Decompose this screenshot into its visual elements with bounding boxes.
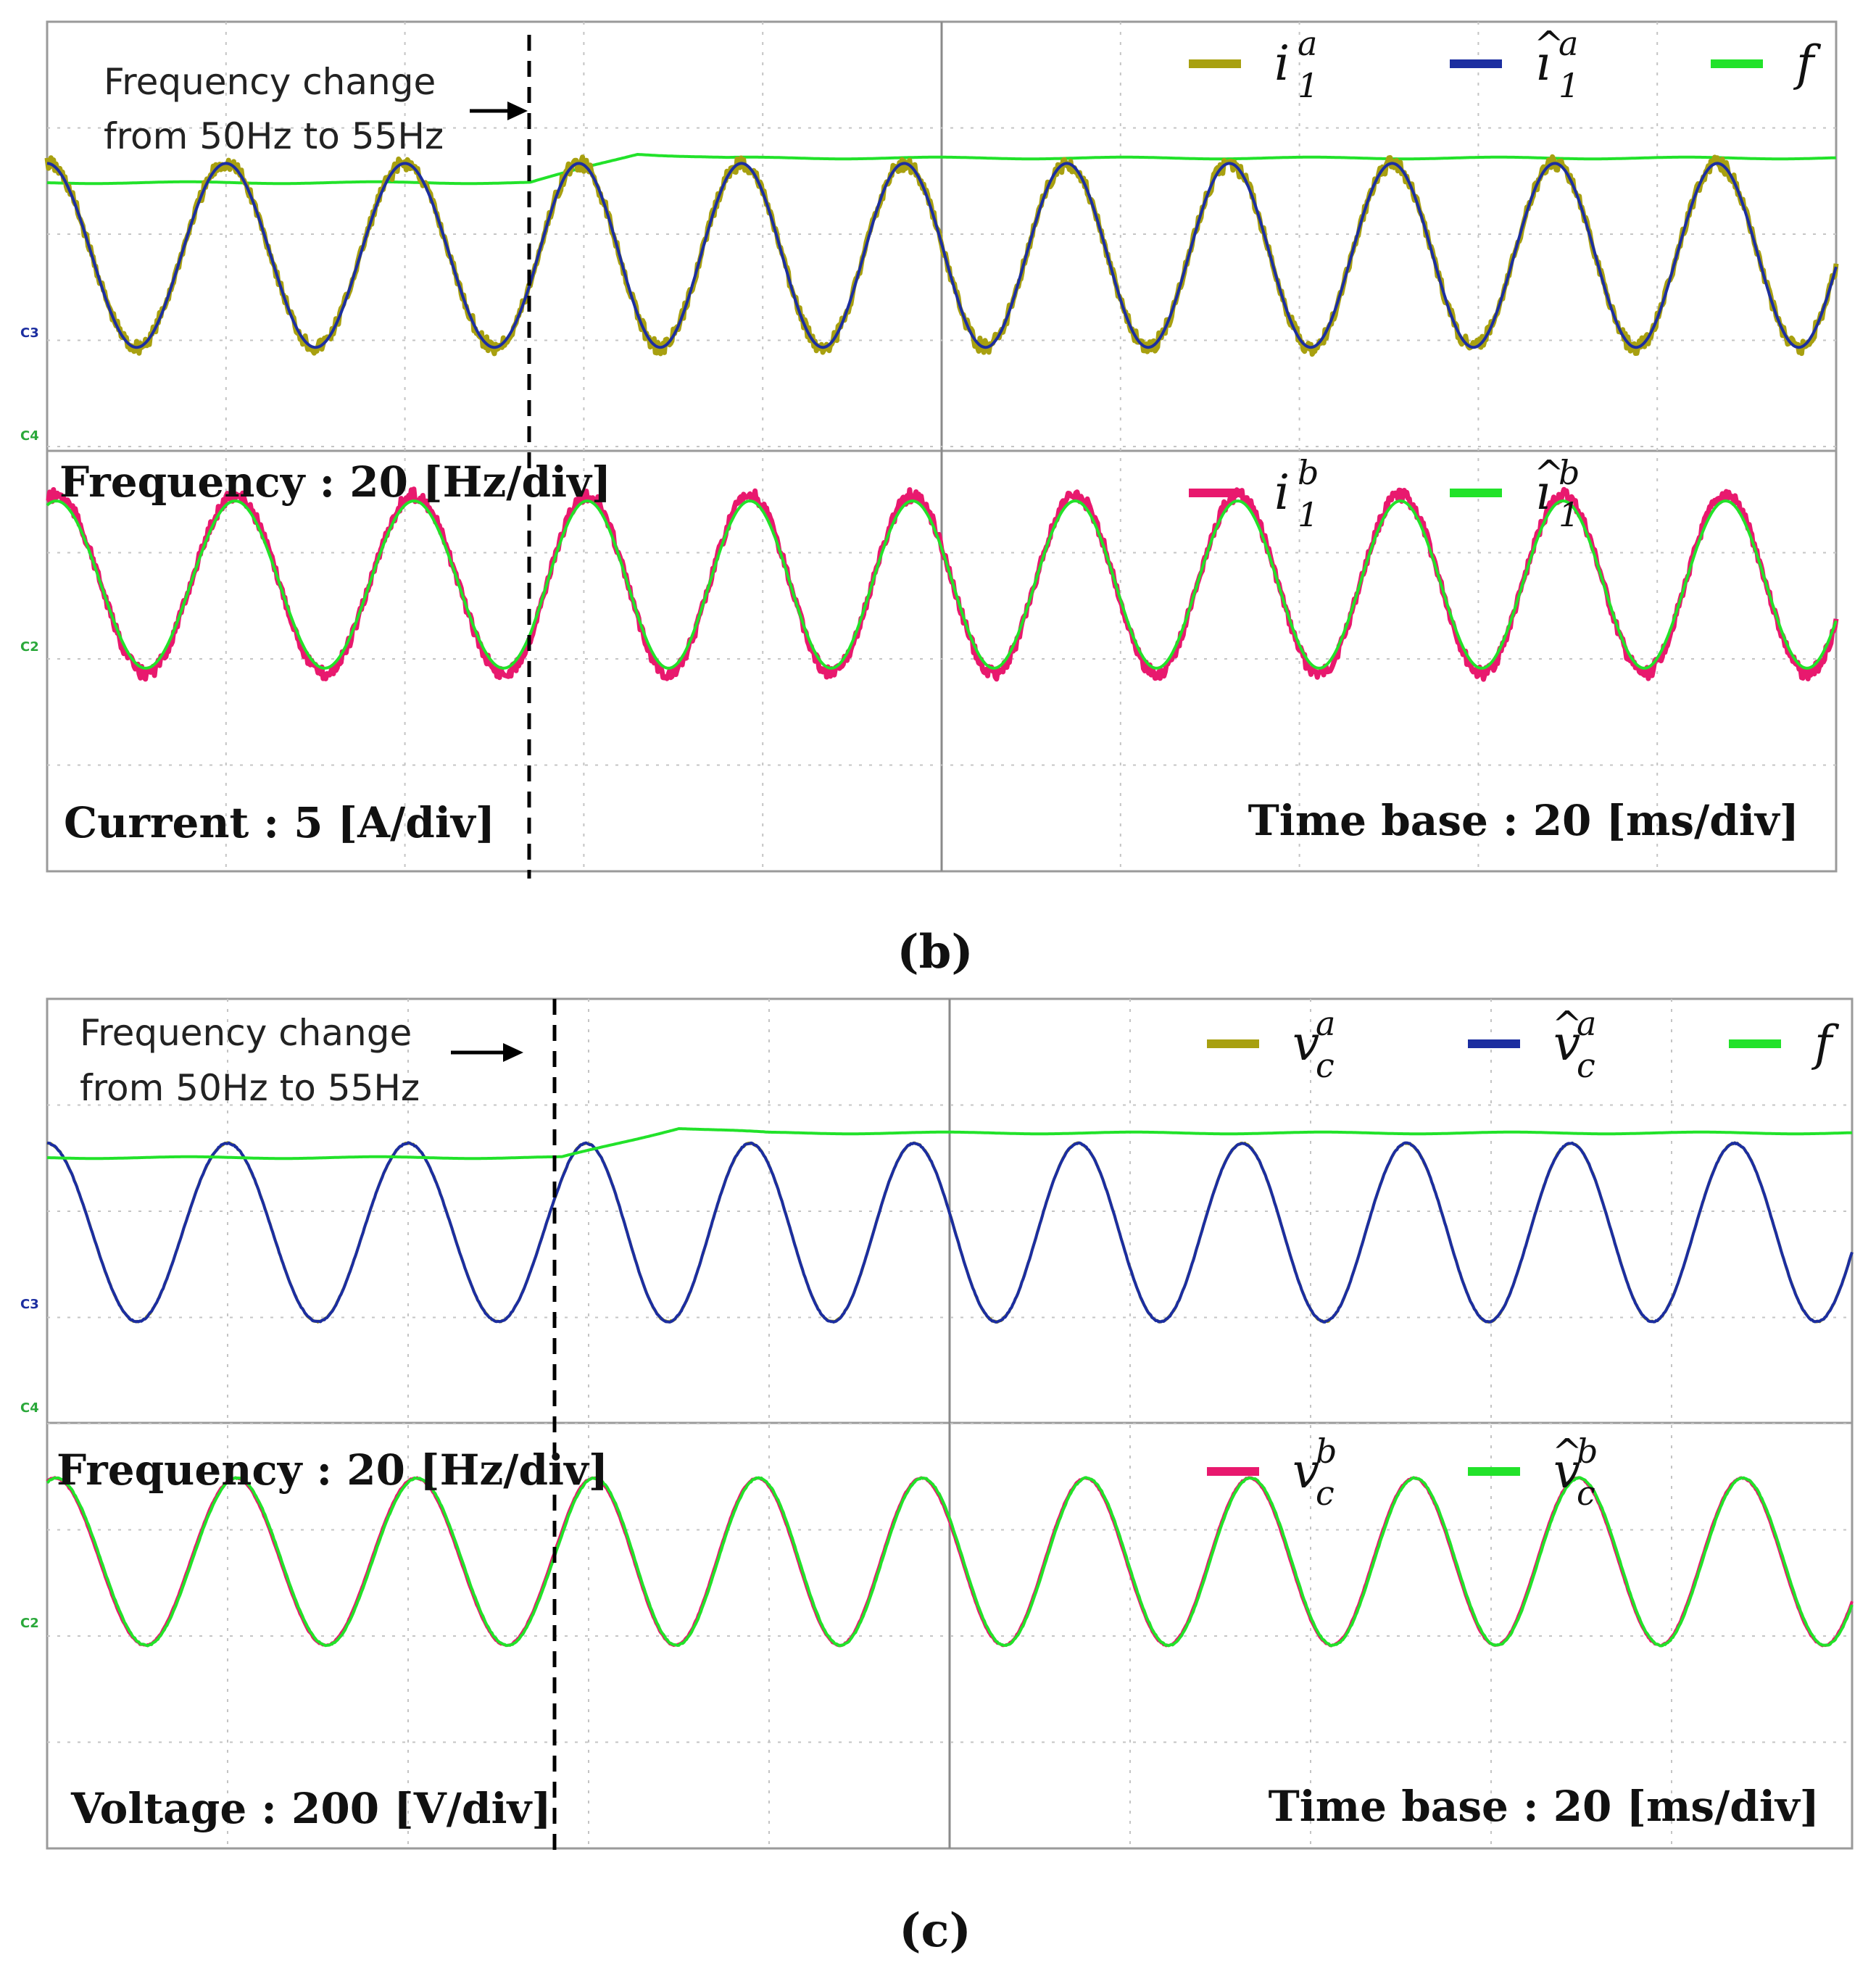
legend-hat: ^ bbox=[1552, 1431, 1582, 1473]
legend-sup: b bbox=[1298, 453, 1319, 492]
legend-swatch bbox=[1468, 1467, 1520, 1476]
traces bbox=[46, 1126, 1854, 1648]
legend-label: i bbox=[1274, 36, 1290, 91]
amplitude-scale-label: Voltage : 200 [V/div] bbox=[70, 1784, 552, 1833]
legend-swatch bbox=[1450, 489, 1502, 497]
legend-hat: ^ bbox=[1534, 452, 1564, 494]
legend-swatch bbox=[1189, 59, 1241, 68]
channel-label-c4: C4 bbox=[20, 1400, 39, 1416]
arrow-head-icon bbox=[507, 101, 528, 120]
legend-swatch bbox=[1711, 59, 1763, 68]
legend-hat: ^ bbox=[1552, 1003, 1582, 1045]
legend-swatch bbox=[1729, 1039, 1781, 1048]
channel-label-c4: C4 bbox=[20, 428, 39, 444]
legend-sup: b bbox=[1559, 453, 1580, 492]
legend-label: v bbox=[1292, 1016, 1319, 1071]
legend-sub: 1 bbox=[1559, 495, 1580, 534]
trace-f bbox=[46, 1126, 1853, 1161]
legend-sup: a bbox=[1298, 24, 1317, 63]
panel-b: Frequency change from 50Hz to 55Hz C3 C4… bbox=[20, 20, 1839, 979]
legend-sup: a bbox=[1559, 24, 1578, 63]
annotation-line1: Frequency change bbox=[80, 1012, 412, 1054]
legend-sub: c bbox=[1577, 1046, 1595, 1085]
legend-sub: 1 bbox=[1298, 66, 1319, 105]
legend-bottom: i b1 ı^b1 bbox=[1189, 452, 1580, 534]
channel-label-c3: C3 bbox=[20, 1297, 39, 1312]
legend-label: i bbox=[1274, 465, 1290, 520]
panel-c: Frequency change from 50Hz to 55Hz C3 C4… bbox=[20, 997, 1854, 1958]
trace-i1b_hat bbox=[46, 499, 1838, 670]
legend-sub: 1 bbox=[1559, 66, 1580, 105]
annotation-line2: from 50Hz to 55Hz bbox=[104, 115, 444, 157]
annotation-line2: from 50Hz to 55Hz bbox=[80, 1067, 420, 1109]
legend-sub: c bbox=[1577, 1474, 1595, 1513]
trace-vca_hat bbox=[46, 1141, 1854, 1324]
legend-label: ı bbox=[1535, 465, 1551, 520]
legend-sup: a bbox=[1577, 1004, 1596, 1043]
legend-hat: ^ bbox=[1534, 23, 1564, 65]
legend-label: v bbox=[1292, 1443, 1319, 1499]
arrow-head-icon bbox=[503, 1043, 523, 1062]
grid bbox=[47, 999, 1852, 1848]
caption-b: (b) bbox=[897, 925, 973, 979]
legend-sup: b bbox=[1577, 1432, 1598, 1471]
traces bbox=[44, 152, 1839, 682]
trace-vcb_hat bbox=[46, 1476, 1854, 1648]
legend-top: i a1 ı^a1 f bbox=[1189, 23, 1822, 105]
frequency-scale-label: Frequency : 20 [Hz/div] bbox=[59, 457, 611, 507]
legend-swatch bbox=[1207, 1467, 1259, 1476]
caption-c: (c) bbox=[899, 1903, 971, 1958]
legend-label: v bbox=[1553, 1443, 1580, 1499]
legend-sub: c bbox=[1316, 1474, 1335, 1513]
legend-swatch bbox=[1468, 1039, 1520, 1048]
legend-sup: b bbox=[1316, 1432, 1337, 1471]
annotation-line1: Frequency change bbox=[104, 61, 436, 103]
legend-swatch bbox=[1207, 1039, 1259, 1048]
legend-swatch bbox=[1450, 59, 1502, 68]
legend-bottom: vbc v^bc bbox=[1207, 1431, 1598, 1513]
legend-swatch bbox=[1189, 489, 1241, 497]
frequency-scale-label: Frequency : 20 [Hz/div] bbox=[57, 1445, 608, 1495]
channel-label-c2: C2 bbox=[20, 1616, 39, 1631]
legend-label: v bbox=[1553, 1016, 1580, 1071]
channel-label-c2: C2 bbox=[20, 639, 39, 655]
trace-i1a_hat bbox=[46, 162, 1838, 349]
trace-f bbox=[46, 152, 1837, 186]
legend-sub: c bbox=[1316, 1046, 1335, 1085]
channel-label-c3: C3 bbox=[20, 325, 39, 341]
legend-sup: a bbox=[1316, 1004, 1335, 1043]
legend-sub: 1 bbox=[1298, 495, 1319, 534]
legend-label: ı bbox=[1535, 36, 1551, 91]
amplitude-scale-label: Current : 5 [A/div] bbox=[64, 798, 495, 847]
time-base-label: Time base : 20 [ms/div] bbox=[1269, 1782, 1819, 1831]
time-base-label: Time base : 20 [ms/div] bbox=[1248, 796, 1799, 845]
